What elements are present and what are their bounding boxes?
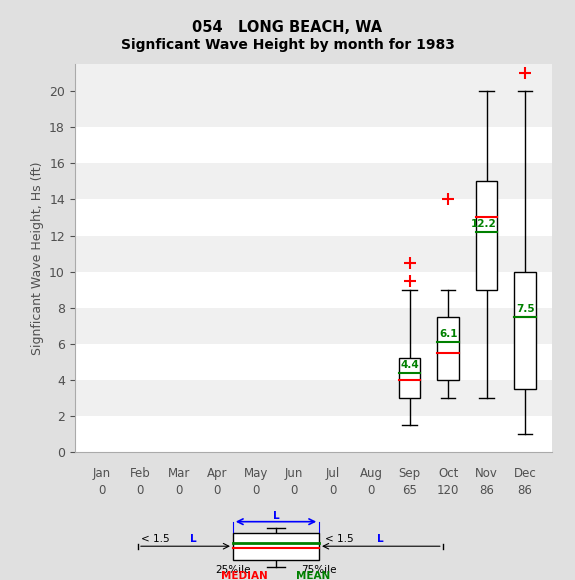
Text: L: L [377, 535, 384, 545]
Text: Jan: Jan [93, 467, 111, 480]
Text: Jun: Jun [285, 467, 304, 480]
Text: L: L [273, 511, 279, 521]
Text: 7.5: 7.5 [516, 304, 535, 314]
Bar [233, 533, 319, 560]
Text: 65: 65 [402, 484, 417, 497]
Text: 0: 0 [252, 484, 259, 497]
Text: 75%ile: 75%ile [301, 565, 337, 575]
Bar [75, 235, 552, 271]
Text: < 1.5: < 1.5 [325, 535, 356, 545]
Text: 0: 0 [329, 484, 336, 497]
Bar [476, 182, 497, 290]
Text: 25%ile: 25%ile [215, 565, 251, 575]
Text: Aug: Aug [359, 467, 382, 480]
Text: Nov: Nov [475, 467, 498, 480]
Text: May: May [243, 467, 268, 480]
Text: 0: 0 [367, 484, 375, 497]
Text: L: L [190, 535, 197, 545]
Bar [515, 271, 536, 389]
Bar [75, 200, 552, 235]
Text: 0: 0 [290, 484, 298, 497]
Bar [75, 163, 552, 200]
Text: Jul: Jul [325, 467, 340, 480]
Bar [75, 271, 552, 308]
Bar [75, 416, 552, 452]
Text: 86: 86 [518, 484, 532, 497]
Text: < 1.5: < 1.5 [141, 535, 172, 545]
Text: MEDIAN: MEDIAN [221, 571, 268, 580]
Text: 054   LONG BEACH, WA: 054 LONG BEACH, WA [193, 20, 382, 35]
Text: Feb: Feb [130, 467, 151, 480]
Y-axis label: Signficant Wave Height, Hs (ft): Signficant Wave Height, Hs (ft) [30, 161, 44, 355]
Text: 6.1: 6.1 [439, 329, 458, 339]
Text: Dec: Dec [513, 467, 536, 480]
Bar [75, 91, 552, 127]
Text: Mar: Mar [167, 467, 190, 480]
Text: 0: 0 [175, 484, 182, 497]
Bar [75, 380, 552, 416]
Bar [438, 317, 459, 380]
Bar [75, 344, 552, 380]
Text: 0: 0 [213, 484, 221, 497]
Text: Oct: Oct [438, 467, 458, 480]
Text: 12.2: 12.2 [470, 219, 496, 229]
Text: 86: 86 [479, 484, 494, 497]
Text: 120: 120 [437, 484, 459, 497]
Text: MEAN: MEAN [296, 571, 331, 580]
Bar [75, 308, 552, 344]
Bar [75, 127, 552, 163]
Text: Apr: Apr [207, 467, 227, 480]
Text: Sep: Sep [398, 467, 421, 480]
Text: Signficant Wave Height by month for 1983: Signficant Wave Height by month for 1983 [121, 38, 454, 52]
Bar [399, 358, 420, 398]
Text: 4.4: 4.4 [401, 360, 419, 370]
Text: 0: 0 [98, 484, 105, 497]
Text: 0: 0 [136, 484, 144, 497]
